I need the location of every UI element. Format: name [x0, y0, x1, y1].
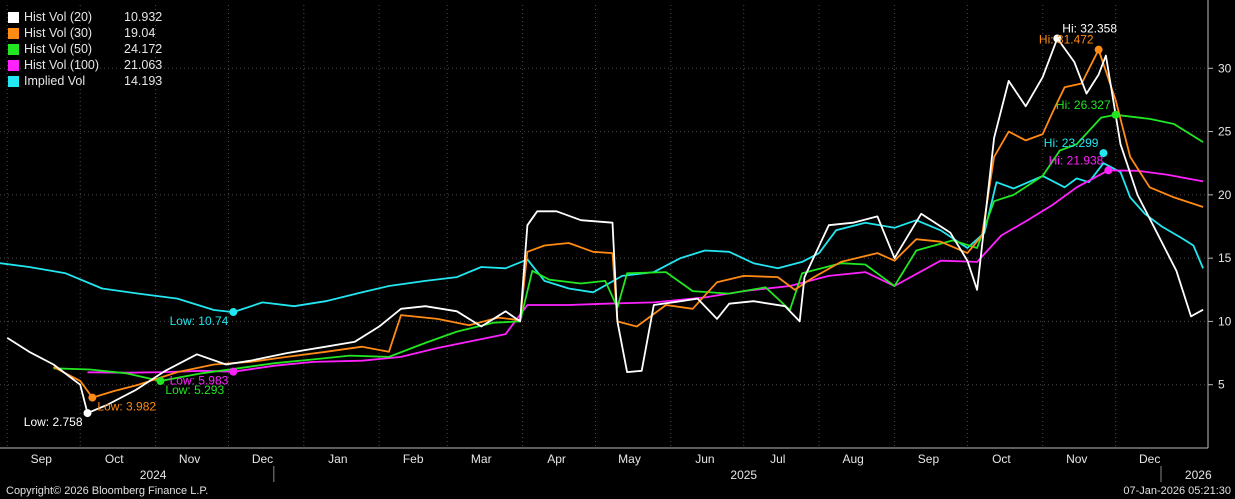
- legend-series-name: Hist Vol (50): [24, 42, 93, 56]
- series-line: [53, 48, 1204, 399]
- annotation-marker: [1053, 34, 1062, 43]
- x-axis-month-label: Nov: [179, 452, 200, 466]
- copyright-text: Copyright© 2026 Bloomberg Finance L.P.: [6, 485, 209, 497]
- legend-item[interactable]: Hist Vol (100) 21.063: [8, 57, 162, 73]
- legend-item[interactable]: Implied Vol 14.193: [8, 73, 162, 89]
- legend-swatch: [8, 27, 19, 39]
- x-axis-year-label: 2025: [730, 468, 757, 482]
- legend-series-value: 21.063: [124, 58, 163, 72]
- annotation-label: Low: 3.982: [97, 400, 156, 414]
- annotation-label: Hi: 32.358: [1062, 21, 1117, 35]
- annotation-label: Low: 2.758: [24, 415, 83, 429]
- legend-series-value: 14.193: [124, 74, 163, 88]
- legend-swatch: [8, 59, 19, 71]
- annotation-marker: [83, 409, 92, 418]
- x-axis-month-label: Apr: [547, 452, 566, 466]
- x-axis-month-label: Jan: [328, 452, 347, 466]
- annotation-marker: [1094, 45, 1103, 54]
- y-axis-tick-label: 5: [1218, 378, 1225, 392]
- legend-item[interactable]: Hist Vol (30) 19.04: [8, 25, 162, 41]
- annotation-label: Low: 5.983: [170, 374, 229, 388]
- y-axis-tick-label: 30: [1218, 61, 1232, 75]
- annotation-marker: [1099, 149, 1108, 158]
- annotation-marker: [1111, 110, 1120, 119]
- x-axis-month-label: Oct: [992, 452, 1011, 466]
- annotation-marker: [88, 393, 97, 402]
- legend-series-name: Implied Vol: [24, 74, 86, 88]
- annotation-label: Low: 5.293: [165, 383, 224, 397]
- x-axis-month-label: Feb: [403, 452, 424, 466]
- x-axis-month-label: Jun: [695, 452, 714, 466]
- x-axis-month-label: Sep: [918, 452, 940, 466]
- x-axis-month-label: Oct: [105, 452, 124, 466]
- x-axis-year-label: 2024: [140, 468, 167, 482]
- timestamp-text: 07-Jan-2026 05:21:30: [1123, 485, 1231, 497]
- x-axis-month-label: Jul: [770, 452, 785, 466]
- legend-series-value: 10.932: [124, 10, 163, 24]
- x-axis-month-label: May: [618, 452, 641, 466]
- legend-series-value: 19.04: [124, 26, 156, 40]
- y-axis-tick-label: 15: [1218, 251, 1232, 265]
- legend-series-name: Hist Vol (100): [24, 58, 100, 72]
- chart-grid: [0, 5, 1208, 448]
- x-axis-month-label: Aug: [842, 452, 863, 466]
- y-axis-tick-label: 10: [1218, 314, 1232, 328]
- legend-series-value: 24.172: [124, 42, 163, 56]
- annotation-label: Low: 10.74: [170, 314, 229, 328]
- x-axis-month-label: Sep: [31, 452, 53, 466]
- legend-swatch: [8, 75, 19, 87]
- chart-series: [0, 37, 1204, 415]
- x-axis-year-label: 2026: [1185, 468, 1212, 482]
- legend-swatch: [8, 11, 19, 23]
- legend-item[interactable]: Hist Vol (50) 24.172: [8, 41, 162, 57]
- legend-series-name: Hist Vol (30): [24, 26, 93, 40]
- series-line: [87, 169, 1204, 374]
- legend-item[interactable]: Hist Vol (20) 10.932: [8, 9, 162, 25]
- annotation-marker: [229, 308, 238, 317]
- annotation-label: Hi: 31.472: [1039, 33, 1094, 47]
- annotation-label: Hi: 26.327: [1056, 98, 1111, 112]
- x-axis-month-label: Mar: [471, 452, 492, 466]
- x-axis-month-label: Dec: [1139, 452, 1160, 466]
- chart-legend: Hist Vol (20) 10.932 Hist Vol (30) 19.04…: [8, 9, 162, 89]
- x-axis-month-label: Dec: [252, 452, 273, 466]
- series-line: [6, 37, 1204, 415]
- y-axis-tick-label: 20: [1218, 188, 1232, 202]
- y-axis-tick-label: 25: [1218, 125, 1232, 139]
- annotation-marker: [156, 377, 165, 386]
- legend-series-name: Hist Vol (20): [24, 10, 93, 24]
- annotation-marker: [229, 367, 238, 376]
- annotation-marker: [1104, 166, 1113, 175]
- x-axis-month-label: Nov: [1066, 452, 1087, 466]
- legend-swatch: [8, 43, 19, 55]
- series-line: [53, 113, 1204, 382]
- annotation-label: Hi: 21.938: [1049, 153, 1104, 167]
- series-line: [0, 162, 1204, 314]
- annotation-label: Hi: 23.299: [1044, 136, 1099, 150]
